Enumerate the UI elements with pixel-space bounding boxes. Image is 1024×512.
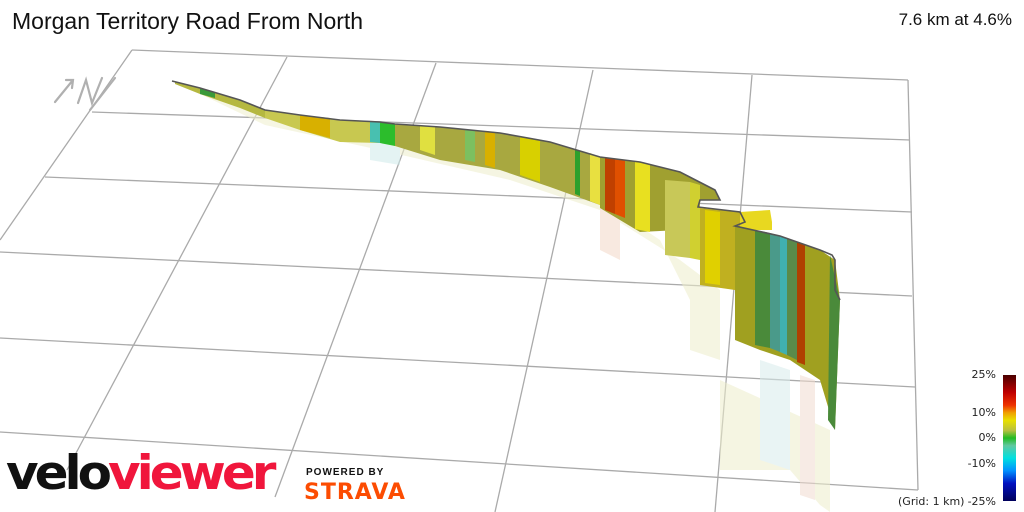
strava-logo[interactable]: STRAVA bbox=[304, 480, 406, 505]
gradient-legend-bar bbox=[1003, 375, 1016, 501]
powered-by-label: POWERED BY bbox=[306, 467, 385, 478]
legend-label-10: 10% bbox=[971, 406, 996, 419]
logo-velo: velo bbox=[6, 445, 112, 501]
legend-label-minus25: -25% bbox=[967, 495, 996, 508]
elevation-profile[interactable] bbox=[175, 82, 840, 430]
logo-viewer: viewer bbox=[108, 445, 276, 501]
profile-outline bbox=[171, 80, 841, 301]
grid-scale-note: (Grid: 1 km) bbox=[898, 495, 965, 508]
legend-label-minus10: -10% bbox=[967, 457, 996, 470]
veloviewer-logo[interactable]: veloviewer bbox=[6, 449, 276, 497]
segment-summary: 7.6 km at 4.6% bbox=[898, 10, 1012, 29]
north-arrow-icon bbox=[53, 76, 117, 112]
legend-label-25: 25% bbox=[971, 368, 996, 381]
segment-title: Morgan Territory Road From North bbox=[12, 8, 364, 34]
legend-label-0: 0% bbox=[978, 431, 996, 444]
